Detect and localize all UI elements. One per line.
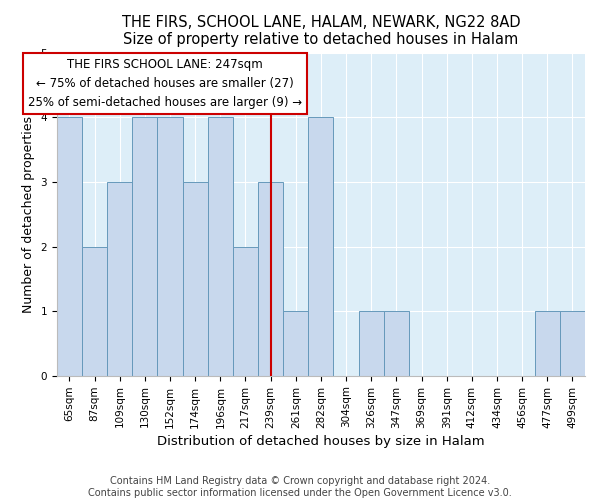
Bar (208, 118, 233, 376)
Bar (233, 246, 258, 376)
X-axis label: Distribution of detached houses by size in Halam: Distribution of detached houses by size … (157, 434, 485, 448)
Bar (535, 311, 560, 376)
Bar (560, 311, 585, 376)
Bar (258, 182, 283, 376)
Title: THE FIRS, SCHOOL LANE, HALAM, NEWARK, NG22 8AD
Size of property relative to deta: THE FIRS, SCHOOL LANE, HALAM, NEWARK, NG… (122, 15, 520, 48)
Bar (82, 246, 107, 376)
Bar (384, 311, 409, 376)
Bar (283, 311, 308, 376)
Bar (182, 182, 208, 376)
Bar (132, 118, 157, 376)
Bar (359, 311, 384, 376)
Bar (308, 118, 334, 376)
Text: Contains HM Land Registry data © Crown copyright and database right 2024.
Contai: Contains HM Land Registry data © Crown c… (88, 476, 512, 498)
Bar (107, 182, 132, 376)
Bar (57, 118, 82, 376)
Bar (157, 118, 182, 376)
Text: THE FIRS SCHOOL LANE: 247sqm
← 75% of detached houses are smaller (27)
25% of se: THE FIRS SCHOOL LANE: 247sqm ← 75% of de… (28, 58, 302, 109)
Y-axis label: Number of detached properties: Number of detached properties (22, 116, 35, 312)
